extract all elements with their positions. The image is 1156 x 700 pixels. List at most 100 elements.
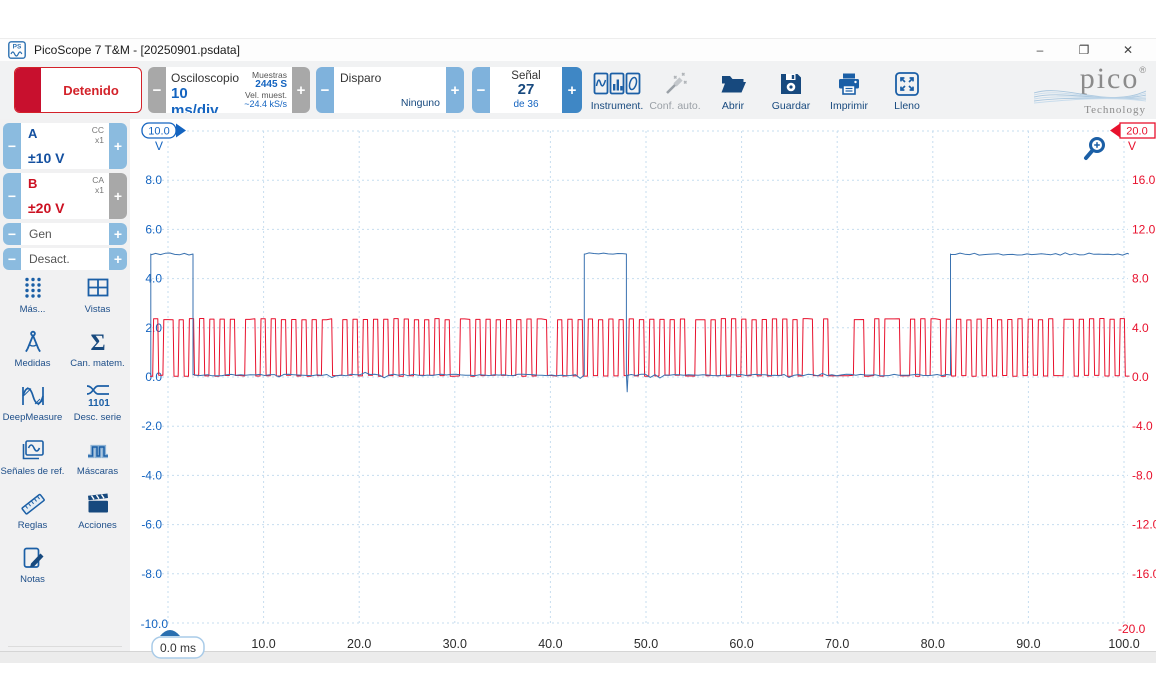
channel-b-decrease-button[interactable]: − bbox=[3, 173, 21, 219]
run-stop-indicator bbox=[15, 68, 41, 112]
sidebar-tool-label: Reglas bbox=[18, 520, 48, 531]
toolbar-button-label: Lleno bbox=[894, 100, 920, 112]
channel-a-panel[interactable]: A CC x1 ±10 V bbox=[21, 123, 109, 169]
trigger-panel[interactable]: Disparo Ninguno bbox=[334, 67, 446, 113]
trigger-decrease-button[interactable]: − bbox=[316, 67, 334, 113]
sidebar-tool-actions[interactable]: Acciones bbox=[65, 490, 130, 531]
generator-increase-button[interactable]: + bbox=[109, 223, 127, 245]
toolbar-button-label: Imprimir bbox=[830, 100, 868, 112]
left-axis-top-value: 10.0 bbox=[148, 126, 169, 138]
generator-decrease-button[interactable]: − bbox=[3, 223, 21, 245]
channel-a-increase-button[interactable]: + bbox=[109, 123, 127, 169]
sidebar-tool-reference-waveforms[interactable]: Señales de ref. bbox=[0, 436, 65, 477]
scope-display[interactable]: 8.06.04.02.00.0-2.0-4.0-6.0-8.0-10.016.0… bbox=[130, 119, 1156, 663]
sidebar-tool-masks[interactable]: Máscaras bbox=[65, 436, 130, 477]
left-axis-tick: -4.0 bbox=[141, 468, 162, 482]
sidebar-tool-notes[interactable]: Notas bbox=[0, 544, 65, 585]
sidebar-tool-label: Desc. serie bbox=[74, 412, 122, 423]
generator-state-increase-button[interactable]: + bbox=[109, 248, 127, 270]
sidebar-tool-deepmeasure[interactable]: DeepMeasure bbox=[0, 382, 65, 423]
sidebar-tool-label: Acciones bbox=[78, 520, 117, 531]
right-axis-bottom-label: -20.0 bbox=[1118, 622, 1146, 636]
fullscreen-icon bbox=[894, 70, 920, 98]
generator-state-card: − Desact. + bbox=[3, 248, 127, 270]
app-icon: PS bbox=[8, 41, 26, 59]
channel-b-card: − B CA x1 ±20 V + bbox=[3, 173, 127, 219]
channel-b-increase-button[interactable]: + bbox=[109, 173, 127, 219]
x-axis-tick: 10.0 bbox=[251, 637, 275, 651]
trigger-group: − Disparo Ninguno + bbox=[316, 67, 464, 113]
right-axis-tick: -12.0 bbox=[1132, 518, 1156, 532]
more-dots-icon bbox=[20, 274, 46, 301]
timebase-panel[interactable]: Osciloscopio 10 ms/div Muestras 2445 S V… bbox=[166, 67, 292, 113]
window-controls: – ❐ ✕ bbox=[1018, 39, 1150, 61]
timebase-decrease-button[interactable]: − bbox=[148, 67, 166, 113]
sidebar: − A CC x1 ±10 V + − B CA x1 ±20 V + bbox=[0, 119, 130, 651]
pico-logo: pico® Technology bbox=[1028, 65, 1146, 115]
toolbar-button-fullscreen[interactable]: Lleno bbox=[878, 67, 936, 113]
wand-icon bbox=[662, 70, 688, 98]
channel-a-name: A bbox=[28, 126, 37, 141]
channel-a-decrease-button[interactable]: − bbox=[3, 123, 21, 169]
open-folder-icon bbox=[720, 70, 747, 98]
toolbar-button-save[interactable]: Guardar bbox=[762, 67, 820, 113]
x-axis-tick: 30.0 bbox=[443, 637, 467, 651]
toolbar-button-label: Abrir bbox=[722, 100, 744, 112]
channel-a-coupling: CC bbox=[92, 126, 104, 135]
sidebar-tool-views[interactable]: Vistas bbox=[65, 274, 130, 315]
right-axis-tick: 4.0 bbox=[1132, 321, 1149, 335]
signal-group: − Señal 27 de 36 + bbox=[472, 67, 582, 113]
toolbar-button-label: Guardar bbox=[772, 100, 811, 112]
sidebar-tool-label: Más... bbox=[20, 304, 46, 315]
right-axis-unit: V bbox=[1128, 139, 1136, 153]
generator-panel[interactable]: Gen bbox=[21, 223, 109, 245]
window-title: PicoScope 7 T&M - [20250901.psdata] bbox=[34, 43, 240, 57]
serial-decode-icon: 1101 bbox=[83, 382, 113, 409]
right-axis-tick: 0.0 bbox=[1132, 370, 1149, 384]
sidebar-tool-rulers[interactable]: Reglas bbox=[0, 490, 65, 531]
left-axis-tick: -8.0 bbox=[141, 567, 162, 581]
generator-state-panel[interactable]: Desact. bbox=[21, 248, 109, 270]
plot-background[interactable] bbox=[130, 119, 1156, 651]
signal-next-button[interactable]: + bbox=[562, 67, 582, 113]
signal-panel[interactable]: Señal 27 de 36 bbox=[490, 67, 562, 113]
trigger-mode: Ninguno bbox=[401, 97, 440, 109]
channel-b-range: ±20 V bbox=[28, 200, 64, 216]
generator-state-decrease-button[interactable]: − bbox=[3, 248, 21, 270]
toolbar-button-print[interactable]: Imprimir bbox=[820, 67, 878, 113]
sidebar-tool-serial-decode[interactable]: 1101 Desc. serie bbox=[65, 382, 130, 423]
deepmeasure-icon bbox=[20, 382, 46, 409]
close-button[interactable]: ✕ bbox=[1106, 39, 1150, 61]
sidebar-tool-label: Can. matem. bbox=[70, 358, 124, 369]
right-axis-tick: 8.0 bbox=[1132, 272, 1149, 286]
right-axis-tick: 16.0 bbox=[1132, 173, 1156, 187]
svg-text:Σ: Σ bbox=[90, 330, 105, 355]
right-axis-top-value: 20.0 bbox=[1126, 126, 1147, 138]
sidebar-separator bbox=[8, 646, 122, 647]
left-axis-tick: 4.0 bbox=[145, 272, 162, 286]
actions-icon bbox=[85, 490, 111, 517]
sidebar-tool-more[interactable]: Más... bbox=[0, 274, 65, 315]
x-axis-tick: 90.0 bbox=[1016, 637, 1040, 651]
toolbar-button-instruments[interactable]: Instrument. bbox=[588, 67, 646, 113]
left-axis-tick: 8.0 bbox=[145, 173, 162, 187]
minimize-button[interactable]: – bbox=[1018, 39, 1062, 61]
channel-a-range: ±10 V bbox=[28, 150, 64, 166]
x-axis-tick: 40.0 bbox=[538, 637, 562, 651]
left-axis-tick: 0.0 bbox=[145, 370, 162, 384]
toolbar-button-auto-setup[interactable]: Conf. auto. bbox=[646, 67, 704, 113]
channel-b-name: B bbox=[28, 176, 37, 191]
left-axis-tick: 6.0 bbox=[145, 222, 162, 236]
sidebar-tool-measurements[interactable]: Medidas bbox=[0, 328, 65, 369]
toolbar-button-open[interactable]: Abrir bbox=[704, 67, 762, 113]
sidebar-tool-math-channels[interactable]: Σ Can. matem. bbox=[65, 328, 130, 369]
sidebar-tools: Más... VistasMedidas Σ Can. matem. DeepMeasu… bbox=[0, 274, 130, 585]
signal-previous-button[interactable]: − bbox=[472, 67, 490, 113]
channel-b-panel[interactable]: B CA x1 ±20 V bbox=[21, 173, 109, 219]
x-axis-tick: 100.0 bbox=[1108, 637, 1139, 651]
timebase-increase-button[interactable]: + bbox=[292, 67, 310, 113]
rate-value: ~24.4 kS/s bbox=[239, 100, 287, 110]
trigger-increase-button[interactable]: + bbox=[446, 67, 464, 113]
run-stop-button[interactable]: Detenido bbox=[14, 67, 142, 113]
restore-button[interactable]: ❐ bbox=[1062, 39, 1106, 61]
